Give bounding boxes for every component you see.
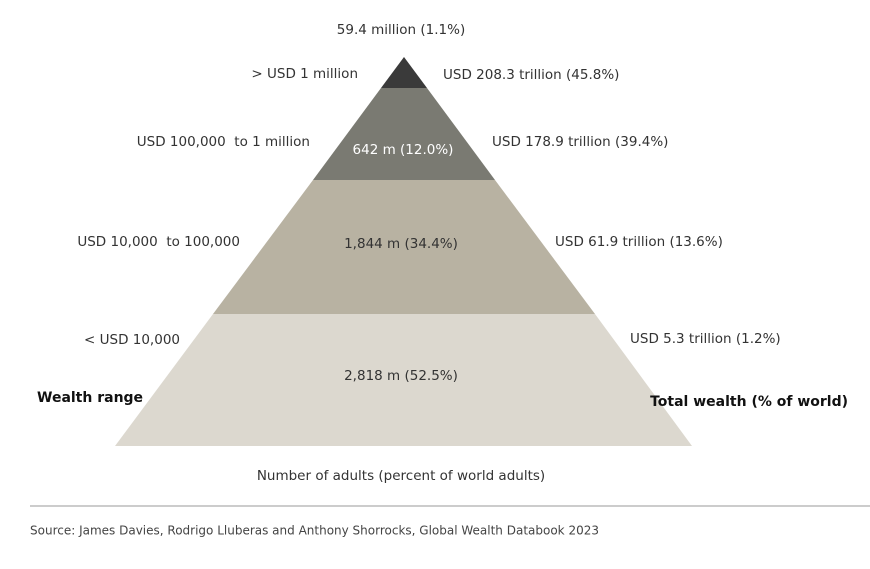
adults-label: 59.4 million (1.1%) bbox=[337, 22, 465, 38]
range-label: USD 10,000 to 100,000 bbox=[77, 234, 240, 250]
wealth-label: USD 178.9 trillion (39.4%) bbox=[492, 134, 668, 150]
wealth-label: USD 61.9 trillion (13.6%) bbox=[555, 234, 723, 250]
range-label: > USD 1 million bbox=[251, 66, 358, 82]
source: Source: James Davies, Rodrigo Lluberas a… bbox=[30, 524, 599, 538]
tier-4 bbox=[115, 314, 692, 446]
wealth-label: USD 5.3 trillion (1.2%) bbox=[630, 331, 781, 347]
adults-label: 642 m (12.0%) bbox=[353, 142, 454, 158]
right-heading: Total wealth (% of world) bbox=[650, 394, 848, 410]
tier-2 bbox=[313, 88, 495, 180]
adults-label: 2,818 m (52.5%) bbox=[344, 368, 458, 384]
range-label: < USD 10,000 bbox=[84, 332, 180, 348]
left-heading: Wealth range bbox=[37, 390, 143, 406]
tier-3 bbox=[213, 180, 595, 314]
adults-label: 1,844 m (34.4%) bbox=[344, 236, 458, 252]
range-label: USD 100,000 to 1 million bbox=[137, 134, 310, 150]
wealth-label: USD 208.3 trillion (45.8%) bbox=[443, 67, 619, 83]
tier-1 bbox=[381, 57, 427, 88]
bottom-label: Number of adults (percent of world adult… bbox=[257, 468, 545, 484]
